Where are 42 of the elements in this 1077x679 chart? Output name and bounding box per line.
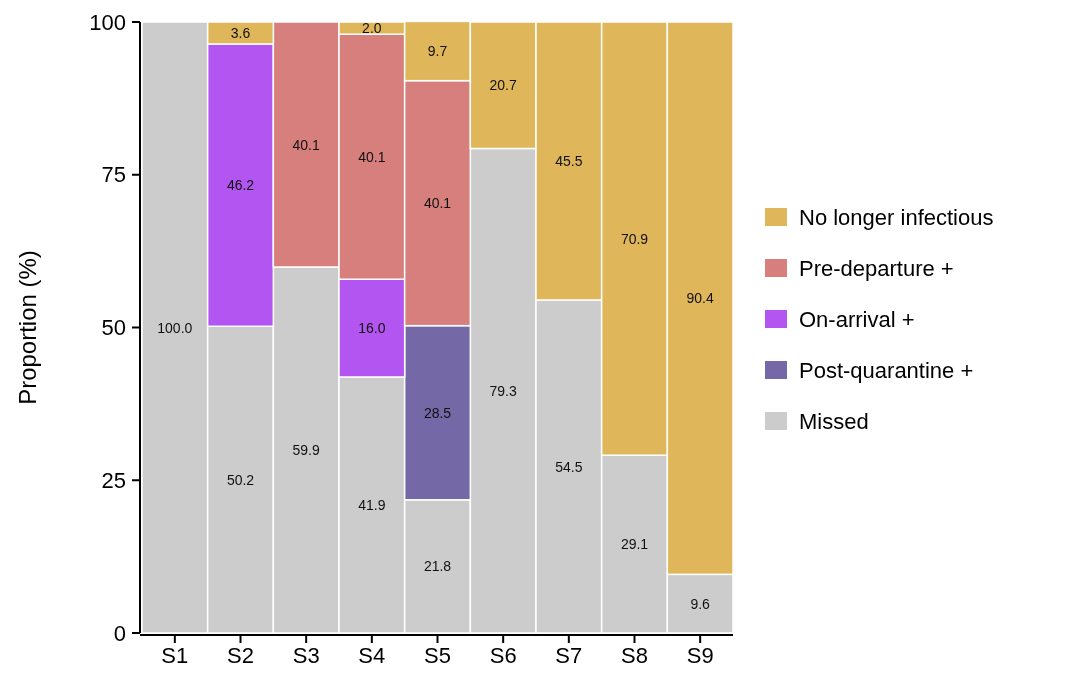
data-label: 59.9 [292, 442, 320, 459]
data-label: 2.0 [362, 20, 382, 37]
data-label: 40.1 [292, 136, 320, 153]
legend-label: On-arrival + [799, 306, 915, 332]
data-label: 9.6 [690, 595, 711, 612]
y-tick-label: 50 [101, 315, 126, 340]
y-tick-label: 75 [101, 162, 126, 188]
x-tick-label: S2 [227, 643, 254, 668]
x-tick-label: S1 [161, 643, 189, 668]
data-label: 28.5 [423, 404, 452, 421]
y-tick-label: 100 [89, 9, 126, 35]
y-tick-label: 0 [113, 620, 126, 646]
data-label: 70.9 [620, 230, 649, 247]
data-label: 45.5 [555, 153, 583, 169]
data-label: 40.1 [423, 195, 452, 212]
data-label: 40.1 [358, 148, 386, 165]
data-label: 3.6 [230, 25, 251, 41]
data-label: 41.9 [358, 497, 386, 513]
y-axis-title: Proportion (%) [14, 250, 41, 405]
data-label: 20.7 [489, 77, 517, 94]
x-tick-label: S5 [424, 643, 451, 668]
legend-label: Pre-departure + [799, 255, 954, 281]
data-label: 16.0 [358, 320, 386, 337]
legend-label: Post-quarantine + [799, 357, 974, 383]
x-tick-label: S3 [292, 643, 320, 668]
data-label: 79.3 [489, 382, 517, 399]
data-label: 54.5 [555, 458, 583, 475]
x-tick-label: S6 [489, 643, 517, 668]
x-tick-label: S4 [358, 643, 386, 668]
data-label: 21.8 [423, 558, 452, 575]
data-label: 29.1 [620, 536, 649, 553]
y-tick-label: 25 [101, 467, 126, 493]
data-label: 50.2 [226, 471, 255, 488]
data-label: 90.4 [686, 290, 714, 307]
legend-label: No longer infectious [799, 204, 994, 230]
data-label: 9.7 [427, 43, 448, 60]
data-label: 100.0 [157, 319, 193, 336]
x-tick-label: S9 [686, 643, 714, 668]
text: Missed [799, 408, 869, 434]
x-tick-label: S8 [621, 643, 648, 668]
x-tick-label: S7 [555, 643, 583, 668]
data-label: 46.2 [226, 177, 255, 194]
